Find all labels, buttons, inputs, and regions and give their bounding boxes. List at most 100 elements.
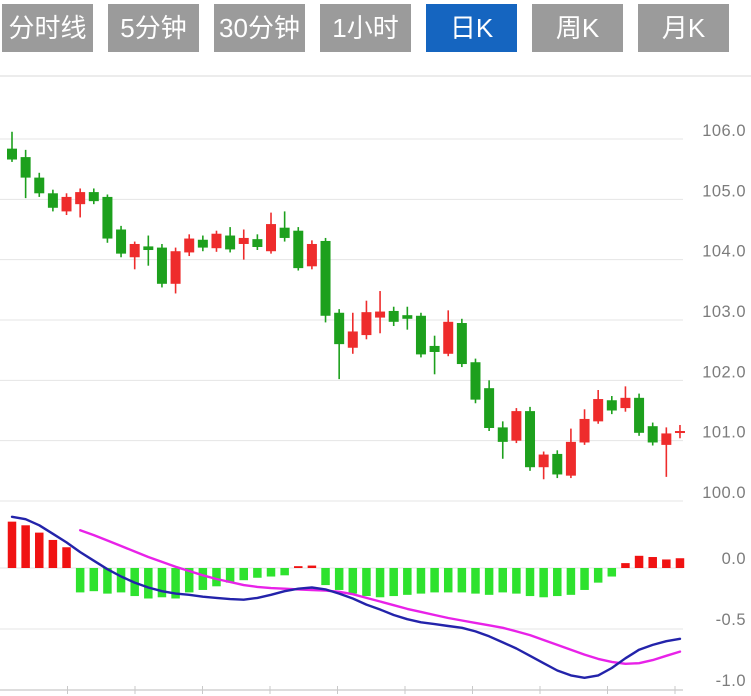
candle-body [565, 441, 576, 476]
tab-label: 月K [661, 13, 706, 43]
candle-body [211, 233, 222, 249]
dif-line [10, 515, 682, 679]
tab-1hour[interactable]: 1小时 [320, 4, 411, 52]
macd-histogram-bar [662, 559, 671, 568]
macd-histogram-bar [212, 568, 221, 587]
tab-daily-k[interactable]: 日K [426, 4, 517, 52]
dea-line [79, 529, 682, 665]
tabbar-divider [0, 75, 751, 77]
macd-histogram-bar [7, 521, 17, 568]
macd-histogram-bar [116, 568, 126, 593]
macd-histogram-bar [471, 568, 480, 594]
macd-histogram-bar [253, 568, 262, 578]
tab-30min[interactable]: 30分钟 [214, 4, 305, 52]
tab-monthly-k[interactable]: 月K [638, 4, 729, 52]
candle-body [116, 229, 127, 254]
candle-body [252, 239, 263, 247]
macd-histogram-bar [403, 568, 412, 595]
macd-histogram-bar [539, 568, 548, 598]
timeframe-tabbar: 分时线 5分钟 30分钟 1小时 日K 周K 月K [2, 4, 729, 52]
macd-histogram-bar [443, 568, 453, 593]
macd-histogram-bar [225, 568, 235, 583]
candle-body [184, 238, 195, 253]
price-axis-label: 104.0 [702, 243, 746, 261]
tab-5min[interactable]: 5分钟 [108, 4, 199, 52]
candle-body [661, 433, 672, 445]
tab-label: 分时线 [8, 13, 87, 43]
candle-body [634, 397, 645, 433]
macd-histogram-bar [184, 568, 194, 593]
candle-body [402, 315, 413, 319]
macd-histogram-bar [144, 568, 153, 599]
candle-body [470, 362, 481, 400]
macd-histogram-bar [89, 568, 99, 592]
candle-body [538, 454, 549, 468]
candle-body [593, 399, 604, 422]
macd-histogram-bar [607, 568, 617, 577]
macd-histogram-bar [239, 568, 248, 581]
macd-histogram-bar [35, 532, 44, 568]
macd-histogram-bar [375, 568, 385, 598]
candle-body [129, 243, 140, 258]
macd-histogram-bar [525, 568, 535, 597]
macd-histogram-bar [75, 568, 85, 593]
candle-body [415, 315, 426, 355]
candle-body [320, 240, 331, 316]
macd-axis-label: 0.0 [722, 550, 746, 568]
candle-body [443, 321, 454, 354]
macd-histogram-bar [553, 568, 562, 597]
candle-body [497, 427, 508, 442]
tab-weekly-k[interactable]: 周K [532, 4, 623, 52]
tab-label: 5分钟 [120, 13, 187, 43]
candle-body [293, 230, 304, 269]
candle-body [456, 323, 467, 365]
price-axis-label: 101.0 [702, 424, 746, 442]
candle-body [238, 237, 249, 244]
candle-body [361, 312, 372, 336]
candle-body [306, 243, 317, 267]
macd-histogram-bar [634, 555, 644, 568]
candle-body [579, 418, 590, 443]
macd-histogram-bar [294, 566, 303, 568]
macd-histogram-bar [675, 558, 685, 568]
candle-body [20, 157, 31, 178]
price-axis-label: 103.0 [702, 303, 746, 321]
macd-histogram-bar [457, 568, 467, 593]
candle-body [674, 431, 685, 434]
macd-histogram-bar [430, 568, 439, 593]
candle-body [75, 192, 86, 205]
candle-body [525, 411, 536, 468]
macd-histogram-bar [280, 568, 289, 576]
macd-histogram-bar [648, 557, 657, 568]
candle-body [647, 426, 658, 443]
macd-axis-label: -0.5 [716, 611, 746, 629]
candle-body [156, 247, 167, 284]
tab-timeline[interactable]: 分时线 [2, 4, 93, 52]
price-axis-label: 106.0 [702, 122, 746, 140]
candle-body [347, 331, 358, 348]
macd-histogram-bar [62, 547, 71, 568]
candle-body [61, 196, 72, 212]
candle-body [102, 196, 113, 239]
candle-body [88, 192, 99, 202]
macd-histogram-bar [348, 568, 358, 594]
macd-histogram-bar [48, 539, 58, 568]
tab-label: 日K [449, 13, 494, 43]
tab-label: 30分钟 [219, 13, 300, 43]
candle-body [47, 193, 58, 208]
macd-histogram-bar [321, 568, 330, 586]
macd-histogram-bar [416, 568, 426, 594]
macd-histogram-bar [498, 568, 508, 593]
macd-histogram-bar [566, 568, 576, 595]
macd-histogram-bar [171, 568, 180, 599]
candle-body [279, 227, 290, 238]
candle-body [143, 246, 154, 251]
price-axis-label: 100.0 [702, 484, 746, 502]
macd-histogram-bar [362, 568, 371, 597]
candle-body [7, 148, 17, 160]
macd-histogram-bar [334, 568, 344, 590]
candle-body [34, 177, 45, 194]
candle-body [511, 411, 522, 441]
candle-body [266, 224, 277, 252]
